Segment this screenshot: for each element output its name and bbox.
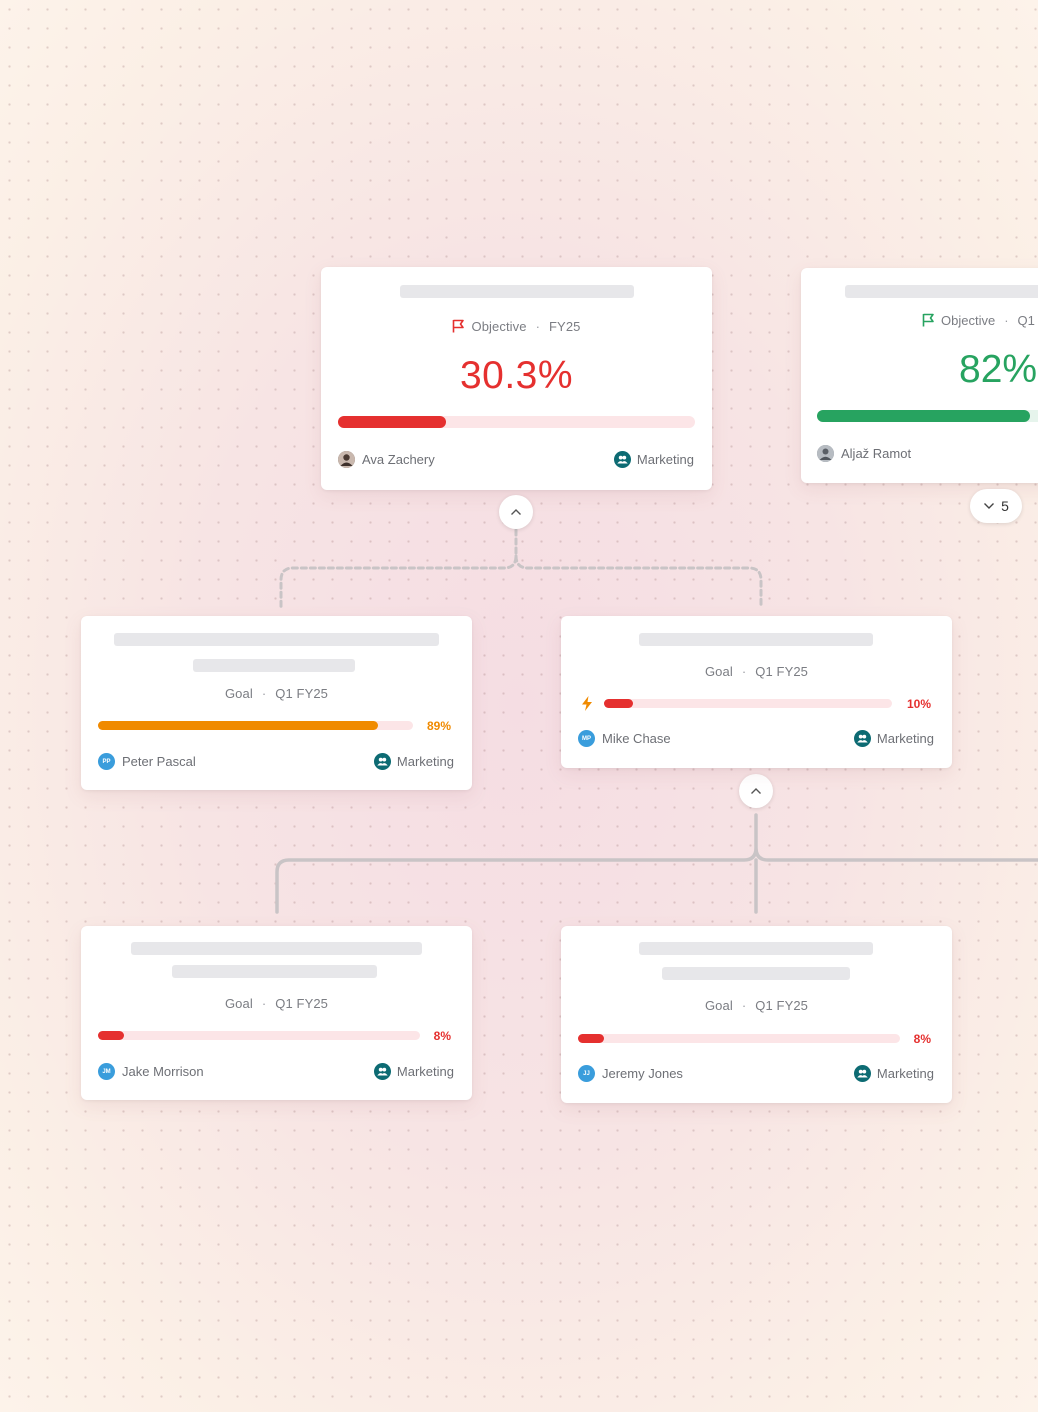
owner-name: Ava Zachery [362, 452, 435, 467]
title-placeholder [845, 285, 1038, 298]
progress-percent: 10% [906, 697, 931, 711]
flag-icon [453, 319, 465, 333]
owner-name: Mike Chase [602, 731, 671, 746]
progress-bar-fill [817, 410, 1031, 422]
owner-name: Peter Pascal [122, 754, 196, 769]
period-label: Q1 FY25 [275, 686, 329, 701]
avatar [817, 445, 834, 462]
goal-card[interactable]: Goal · Q1 FY25 8% JJ Jeremy Jones Marketing [561, 926, 952, 1103]
goal-meta: Goal · Q1 FY25 [224, 686, 329, 701]
chevron-up-icon [511, 509, 521, 515]
goal-meta: Goal · Q1 FY25 [224, 996, 329, 1011]
solid-connector [275, 813, 1038, 914]
title-placeholder [172, 965, 377, 978]
goal-card[interactable]: Goal · Q1 FY25 89% PP Peter Pascal Marketin… [81, 616, 472, 790]
progress-bar-fill [578, 1034, 604, 1043]
team-icon [853, 1065, 871, 1082]
flag-icon [922, 313, 934, 327]
chevron-up-icon [751, 788, 761, 794]
goal-card[interactable]: Goal · Q1 FY25 8% JM Jake Morrison Marketin… [81, 926, 472, 1100]
progress-percent: 30.3% [459, 354, 574, 397]
progress-percent: 89% [426, 719, 451, 733]
period-label: FY25 [549, 319, 581, 334]
team[interactable]: Marketing [373, 1063, 454, 1080]
owner[interactable]: JM Jake Morrison [98, 1063, 204, 1080]
period-label: Q1 [1017, 313, 1035, 328]
type-label: Goal [704, 998, 733, 1013]
progress-bar [817, 410, 1038, 422]
team-name: Marketing [396, 754, 454, 769]
dashed-connector [279, 528, 763, 610]
team-icon [613, 451, 631, 468]
avatar: MP [578, 730, 595, 747]
team-icon [373, 753, 391, 770]
type-label: Objective [941, 313, 996, 328]
objective-meta: Objective · Q1 [922, 313, 1035, 328]
avatar: PP [98, 753, 115, 770]
title-placeholder [193, 659, 355, 672]
avatar [338, 451, 355, 468]
team-icon [373, 1063, 391, 1080]
goal-meta: Goal · Q1 FY25 [704, 664, 809, 679]
team-name: Marketing [876, 1066, 934, 1081]
children-count: 5 [1001, 498, 1009, 514]
avatar: JJ [578, 1065, 595, 1082]
team-name: Marketing [876, 731, 934, 746]
title-placeholder [662, 967, 850, 980]
title-placeholder [639, 633, 873, 646]
type-label: Objective [471, 319, 527, 334]
progress-bar [578, 1034, 900, 1043]
owner-name: Jake Morrison [122, 1064, 204, 1079]
team-name: Marketing [636, 452, 694, 467]
owner[interactable]: PP Peter Pascal [98, 753, 196, 770]
owner-name: Aljaž Ramot [841, 446, 912, 461]
progress-bar [98, 721, 413, 730]
period-label: Q1 FY25 [755, 998, 809, 1013]
lightning-icon [582, 696, 592, 711]
title-placeholder [131, 942, 422, 955]
collapse-button[interactable] [499, 495, 533, 529]
team[interactable]: Marketing [613, 451, 694, 468]
owner-name: Jeremy Jones [602, 1066, 683, 1081]
progress-bar [98, 1031, 420, 1040]
progress-bar-fill [98, 721, 379, 730]
owner[interactable]: Ava Zachery [338, 451, 435, 468]
progress-bar-fill [338, 416, 447, 428]
objective-card[interactable]: Objective · FY25 30.3% Ava Zachery Marketi… [321, 267, 712, 490]
team-name: Marketing [396, 1064, 454, 1079]
team[interactable]: Marketing [373, 753, 454, 770]
period-label: Q1 FY25 [275, 996, 329, 1011]
objective-card-side[interactable]: Objective · Q1 82% Aljaž Ramot [801, 268, 1038, 483]
owner[interactable]: JJ Jeremy Jones [578, 1065, 683, 1082]
owner[interactable]: Aljaž Ramot [817, 445, 911, 462]
period-label: Q1 FY25 [755, 664, 809, 679]
expand-children-button[interactable]: 5 [970, 489, 1022, 523]
type-label: Goal [704, 664, 733, 679]
avatar: JM [98, 1063, 115, 1080]
progress-bar-fill [604, 699, 633, 708]
progress-percent: 8% [433, 1029, 451, 1043]
type-label: Goal [224, 686, 253, 701]
collapse-button[interactable] [739, 774, 773, 808]
progress-percent: 8% [913, 1032, 931, 1046]
title-placeholder [639, 942, 873, 955]
team-icon [853, 730, 871, 747]
team[interactable]: Marketing [853, 730, 934, 747]
title-placeholder [114, 633, 439, 646]
progress-bar-fill [98, 1031, 124, 1040]
progress-percent: 82% [959, 348, 1038, 391]
goal-meta: Goal · Q1 FY25 [704, 998, 809, 1013]
goal-card[interactable]: Goal · Q1 FY25 10% MP Mike Chase Marketing [561, 616, 952, 768]
chevron-down-icon [984, 503, 995, 509]
type-label: Goal [224, 996, 253, 1011]
team[interactable]: Marketing [853, 1065, 934, 1082]
progress-bar [338, 416, 695, 428]
title-placeholder [400, 285, 634, 298]
objective-meta: Objective · FY25 [321, 319, 712, 334]
owner[interactable]: MP Mike Chase [578, 730, 671, 747]
progress-bar [604, 699, 892, 708]
